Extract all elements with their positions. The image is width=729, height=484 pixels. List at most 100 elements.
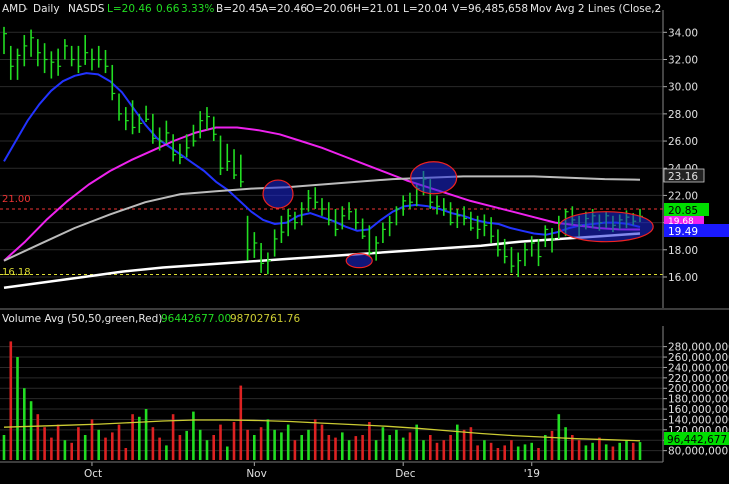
volume-bar <box>151 427 155 460</box>
price-tick-label: 18.00 <box>668 245 698 257</box>
volume-bar <box>381 427 385 460</box>
volume-bar <box>638 442 642 460</box>
volume-bar <box>198 429 202 460</box>
volume-bar <box>584 445 588 460</box>
header-bid: B=20.45 <box>216 3 262 15</box>
volume-bar <box>327 435 331 460</box>
volume-bar <box>422 440 425 460</box>
volume-bar <box>2 435 6 460</box>
volume-tick-label: 80,000,000 <box>668 446 728 458</box>
volume-bar <box>77 427 80 460</box>
price-tags: 23.16 20.85 19.68 19.49 <box>663 168 729 238</box>
volume-bars <box>2 341 642 460</box>
header-study: Mov Avg 2 Lines (Close,2 <box>530 3 661 15</box>
volume-tick-label: 200,000,000 <box>668 383 729 395</box>
volume-bar <box>571 435 574 460</box>
volume-bar <box>625 440 628 460</box>
volume-bar <box>83 435 87 460</box>
volume-bar <box>131 414 134 460</box>
header-high: H=21.01 <box>353 3 400 15</box>
volume-bar <box>544 435 547 460</box>
volume-bar <box>476 445 479 460</box>
volume-bar <box>469 427 473 460</box>
volume-tag-box <box>664 432 729 445</box>
price-tick-label: 26.00 <box>668 136 698 148</box>
volume-bar <box>36 414 40 460</box>
volume-bar <box>9 341 13 460</box>
volume-bar <box>395 429 398 460</box>
header-open: O=20.06 <box>306 3 353 15</box>
volume-bar <box>239 385 243 460</box>
volume-bar <box>144 409 148 460</box>
volume-bar <box>510 440 513 460</box>
volume-bar <box>185 430 188 460</box>
volume-bar <box>29 401 33 460</box>
volume-bar <box>219 424 222 460</box>
volume-tick-label: 180,000,000 <box>668 394 729 406</box>
volume-bar <box>50 437 53 460</box>
x-tick-label: Dec <box>395 468 416 480</box>
volume-value-2: 98702761.76 <box>230 313 300 325</box>
volume-value-1: 96442677.00 <box>161 313 231 325</box>
volume-grid <box>0 346 663 452</box>
support-line-label: 16.18 <box>2 267 31 278</box>
x-axis: Oct Nov Dec '19 <box>0 461 663 480</box>
header-sep-1: - <box>24 3 28 15</box>
volume-bar <box>158 437 161 460</box>
volume-bar <box>449 435 452 460</box>
volume-bar <box>631 442 635 460</box>
header-low: L=20.04 <box>403 3 448 15</box>
price-tick-label: 16.00 <box>668 272 698 284</box>
price-header: AMD - Daily NASDS L=20.46 0.66 3.33% B=2… <box>2 3 661 15</box>
last-price-tag: 20.85 <box>668 205 698 217</box>
volume-bar <box>178 435 182 460</box>
volume-bar <box>415 424 418 460</box>
volume-bar <box>462 429 466 460</box>
volume-bar <box>259 427 263 460</box>
ma-long-tag-box <box>664 224 729 237</box>
annotation-ellipses <box>262 161 654 269</box>
volume-bar <box>226 446 229 460</box>
header-exchange: NASDS <box>68 3 105 15</box>
volume-bar <box>489 442 493 460</box>
x-tick-label: Oct <box>84 468 102 480</box>
header-volume: V=96,485,658 <box>452 3 528 15</box>
header-interval: Daily <box>33 3 60 15</box>
volume-bar <box>334 437 337 460</box>
header-symbol: AMD <box>2 3 26 15</box>
volume-bar <box>374 440 378 460</box>
volume-bar <box>56 424 60 460</box>
volume-tick-label: 160,000,000 <box>668 404 729 416</box>
volume-header: Volume Avg (50,50,green,Red) 96442677.00… <box>2 313 300 325</box>
volume-bar <box>16 357 19 460</box>
volume-bar <box>286 424 290 460</box>
header-ask: A=20.46 <box>261 3 307 15</box>
volume-tag: 96,442,677 <box>667 434 727 446</box>
volume-bar <box>537 448 540 460</box>
header-change: 0.66 <box>156 3 180 15</box>
volume-bar <box>408 432 412 460</box>
volume-bar <box>361 435 364 460</box>
volume-bar <box>598 437 601 460</box>
annotation-ellipse <box>262 179 294 209</box>
ma-short-tag-box <box>664 216 704 225</box>
volume-bar <box>483 440 486 460</box>
volume-bar <box>273 429 276 460</box>
volume-bar <box>90 419 94 460</box>
volume-bar <box>138 416 141 460</box>
moving-average-line <box>3 72 641 236</box>
volume-bar <box>611 446 615 460</box>
volume-bar <box>70 442 73 460</box>
annotation-ellipse <box>558 211 654 243</box>
volume-bar <box>368 422 371 460</box>
volume-bar <box>165 445 168 460</box>
ma-long-tag: 19.49 <box>668 226 698 238</box>
last-price-tag-box <box>664 203 709 216</box>
price-tick-label: 30.00 <box>668 82 698 94</box>
volume-bar <box>530 442 533 460</box>
price-tick-label: 22.00 <box>668 190 698 202</box>
volume-bar <box>388 435 391 460</box>
volume-bar <box>43 427 46 460</box>
volume-bar <box>23 388 26 460</box>
